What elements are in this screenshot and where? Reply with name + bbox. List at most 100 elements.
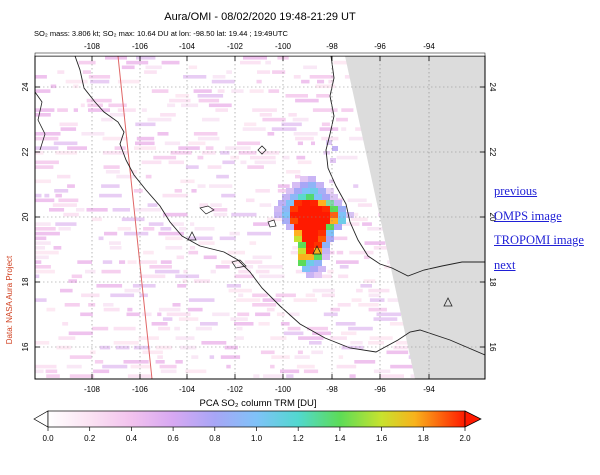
noise-pixel bbox=[249, 89, 264, 93]
noise-pixel bbox=[56, 345, 72, 350]
lat-tick-label: 22 bbox=[488, 148, 497, 157]
lat-tick-label: 20 bbox=[21, 212, 30, 221]
noise-pixel bbox=[293, 75, 301, 79]
so2-pixel bbox=[306, 218, 314, 224]
noise-pixel bbox=[209, 184, 233, 188]
noise-pixel bbox=[90, 350, 96, 355]
noise-pixel bbox=[198, 241, 215, 245]
so2-pixel bbox=[310, 236, 318, 242]
lon-tick-label: -98 bbox=[326, 42, 338, 51]
noise-pixel bbox=[68, 279, 77, 283]
so2-pixel bbox=[298, 242, 306, 248]
so2-pixel bbox=[290, 218, 298, 224]
noise-pixel bbox=[226, 70, 232, 74]
so2-pixel bbox=[314, 194, 322, 200]
noise-pixel bbox=[157, 355, 163, 359]
tropomi-image-link[interactable]: TROPOMI image bbox=[494, 233, 584, 247]
noise-pixel bbox=[63, 212, 79, 217]
noise-pixel bbox=[96, 284, 123, 288]
noise-pixel bbox=[35, 298, 47, 302]
noise-pixel bbox=[81, 293, 100, 298]
noise-pixel bbox=[244, 122, 257, 127]
noise-pixel bbox=[253, 222, 270, 226]
noise-pixel bbox=[277, 189, 293, 193]
noise-pixel bbox=[349, 136, 365, 141]
noise-pixel bbox=[57, 174, 71, 179]
noise-pixel bbox=[259, 274, 285, 279]
colorbar-tick-label: 0.2 bbox=[84, 434, 96, 443]
noise-pixel bbox=[119, 260, 126, 264]
noise-pixel bbox=[292, 117, 309, 122]
noise-pixel bbox=[103, 307, 120, 312]
noise-pixel bbox=[280, 322, 290, 326]
noise-pixel bbox=[142, 350, 163, 355]
noise-pixel bbox=[101, 269, 121, 274]
noise-pixel bbox=[252, 303, 277, 307]
lon-labels-top: -108 -106 -104 -102 -100 -98 -96 -94 bbox=[84, 42, 435, 51]
noise-pixel bbox=[341, 331, 357, 336]
noise-pixel bbox=[35, 193, 42, 198]
noise-pixel bbox=[117, 227, 132, 231]
noise-pixel bbox=[197, 136, 220, 141]
next-link[interactable]: next bbox=[494, 257, 516, 272]
noise-pixel bbox=[35, 341, 50, 345]
so2-pixel bbox=[302, 224, 310, 230]
noise-pixel bbox=[174, 326, 180, 331]
noise-pixel bbox=[55, 222, 77, 226]
noise-pixel bbox=[35, 113, 51, 117]
so2-pixel bbox=[322, 254, 330, 260]
noise-pixel bbox=[58, 336, 76, 340]
lon-tick-label: -100 bbox=[275, 385, 292, 394]
so2-pixel bbox=[318, 230, 326, 236]
so2-pixel bbox=[306, 206, 314, 212]
noise-pixel bbox=[265, 60, 271, 65]
noise-pixel bbox=[160, 260, 172, 264]
noise-pixel bbox=[178, 317, 199, 321]
noise-pixel bbox=[311, 141, 315, 146]
noise-pixel bbox=[55, 151, 78, 155]
noise-pixel bbox=[91, 217, 102, 222]
noise-pixel bbox=[127, 307, 133, 312]
noise-pixel bbox=[360, 284, 372, 288]
noise-pixel bbox=[73, 108, 78, 112]
noise-pixel bbox=[362, 222, 372, 226]
so2-pixel bbox=[326, 236, 334, 242]
colorbar-tick-label: 0.8 bbox=[209, 434, 221, 443]
omps-image-link[interactable]: OMPS image bbox=[494, 208, 562, 223]
colorbar-ticks bbox=[47, 427, 466, 431]
so2-pixel bbox=[306, 254, 314, 260]
noise-pixel bbox=[35, 364, 57, 369]
noise-pixel bbox=[168, 160, 184, 165]
noise-pixel bbox=[188, 250, 199, 255]
previous-link[interactable]: previous bbox=[494, 184, 538, 198]
noise-pixel bbox=[157, 132, 169, 136]
noise-pixel bbox=[234, 336, 244, 340]
noise-pixel bbox=[312, 108, 338, 112]
noise-pixel bbox=[317, 79, 325, 84]
noise-pixel bbox=[369, 298, 385, 302]
noise-pixel bbox=[35, 146, 59, 150]
noise-pixel bbox=[162, 193, 188, 198]
noise-pixel bbox=[312, 288, 335, 293]
so2-pixel bbox=[294, 200, 302, 206]
so2-pixel bbox=[330, 212, 338, 218]
noise-pixel bbox=[293, 298, 318, 302]
lake-outline bbox=[267, 219, 277, 228]
noise-pixel bbox=[35, 75, 47, 79]
noise-pixel bbox=[270, 336, 287, 340]
noise-pixel bbox=[35, 369, 44, 374]
noise-pixel bbox=[102, 136, 129, 141]
noise-pixel bbox=[351, 298, 362, 302]
noise-pixel bbox=[166, 312, 191, 317]
noise-pixel bbox=[81, 132, 105, 136]
noise-pixel bbox=[117, 79, 140, 84]
noise-pixel bbox=[160, 369, 177, 374]
so2-pixel bbox=[286, 188, 294, 194]
noise-pixel bbox=[217, 89, 225, 93]
noise-pixel bbox=[53, 246, 62, 250]
noise-pixel bbox=[215, 265, 230, 269]
noise-pixel bbox=[367, 227, 385, 231]
noise-pixel bbox=[354, 360, 376, 364]
colorbar-tick-label: 1.0 bbox=[251, 434, 263, 443]
